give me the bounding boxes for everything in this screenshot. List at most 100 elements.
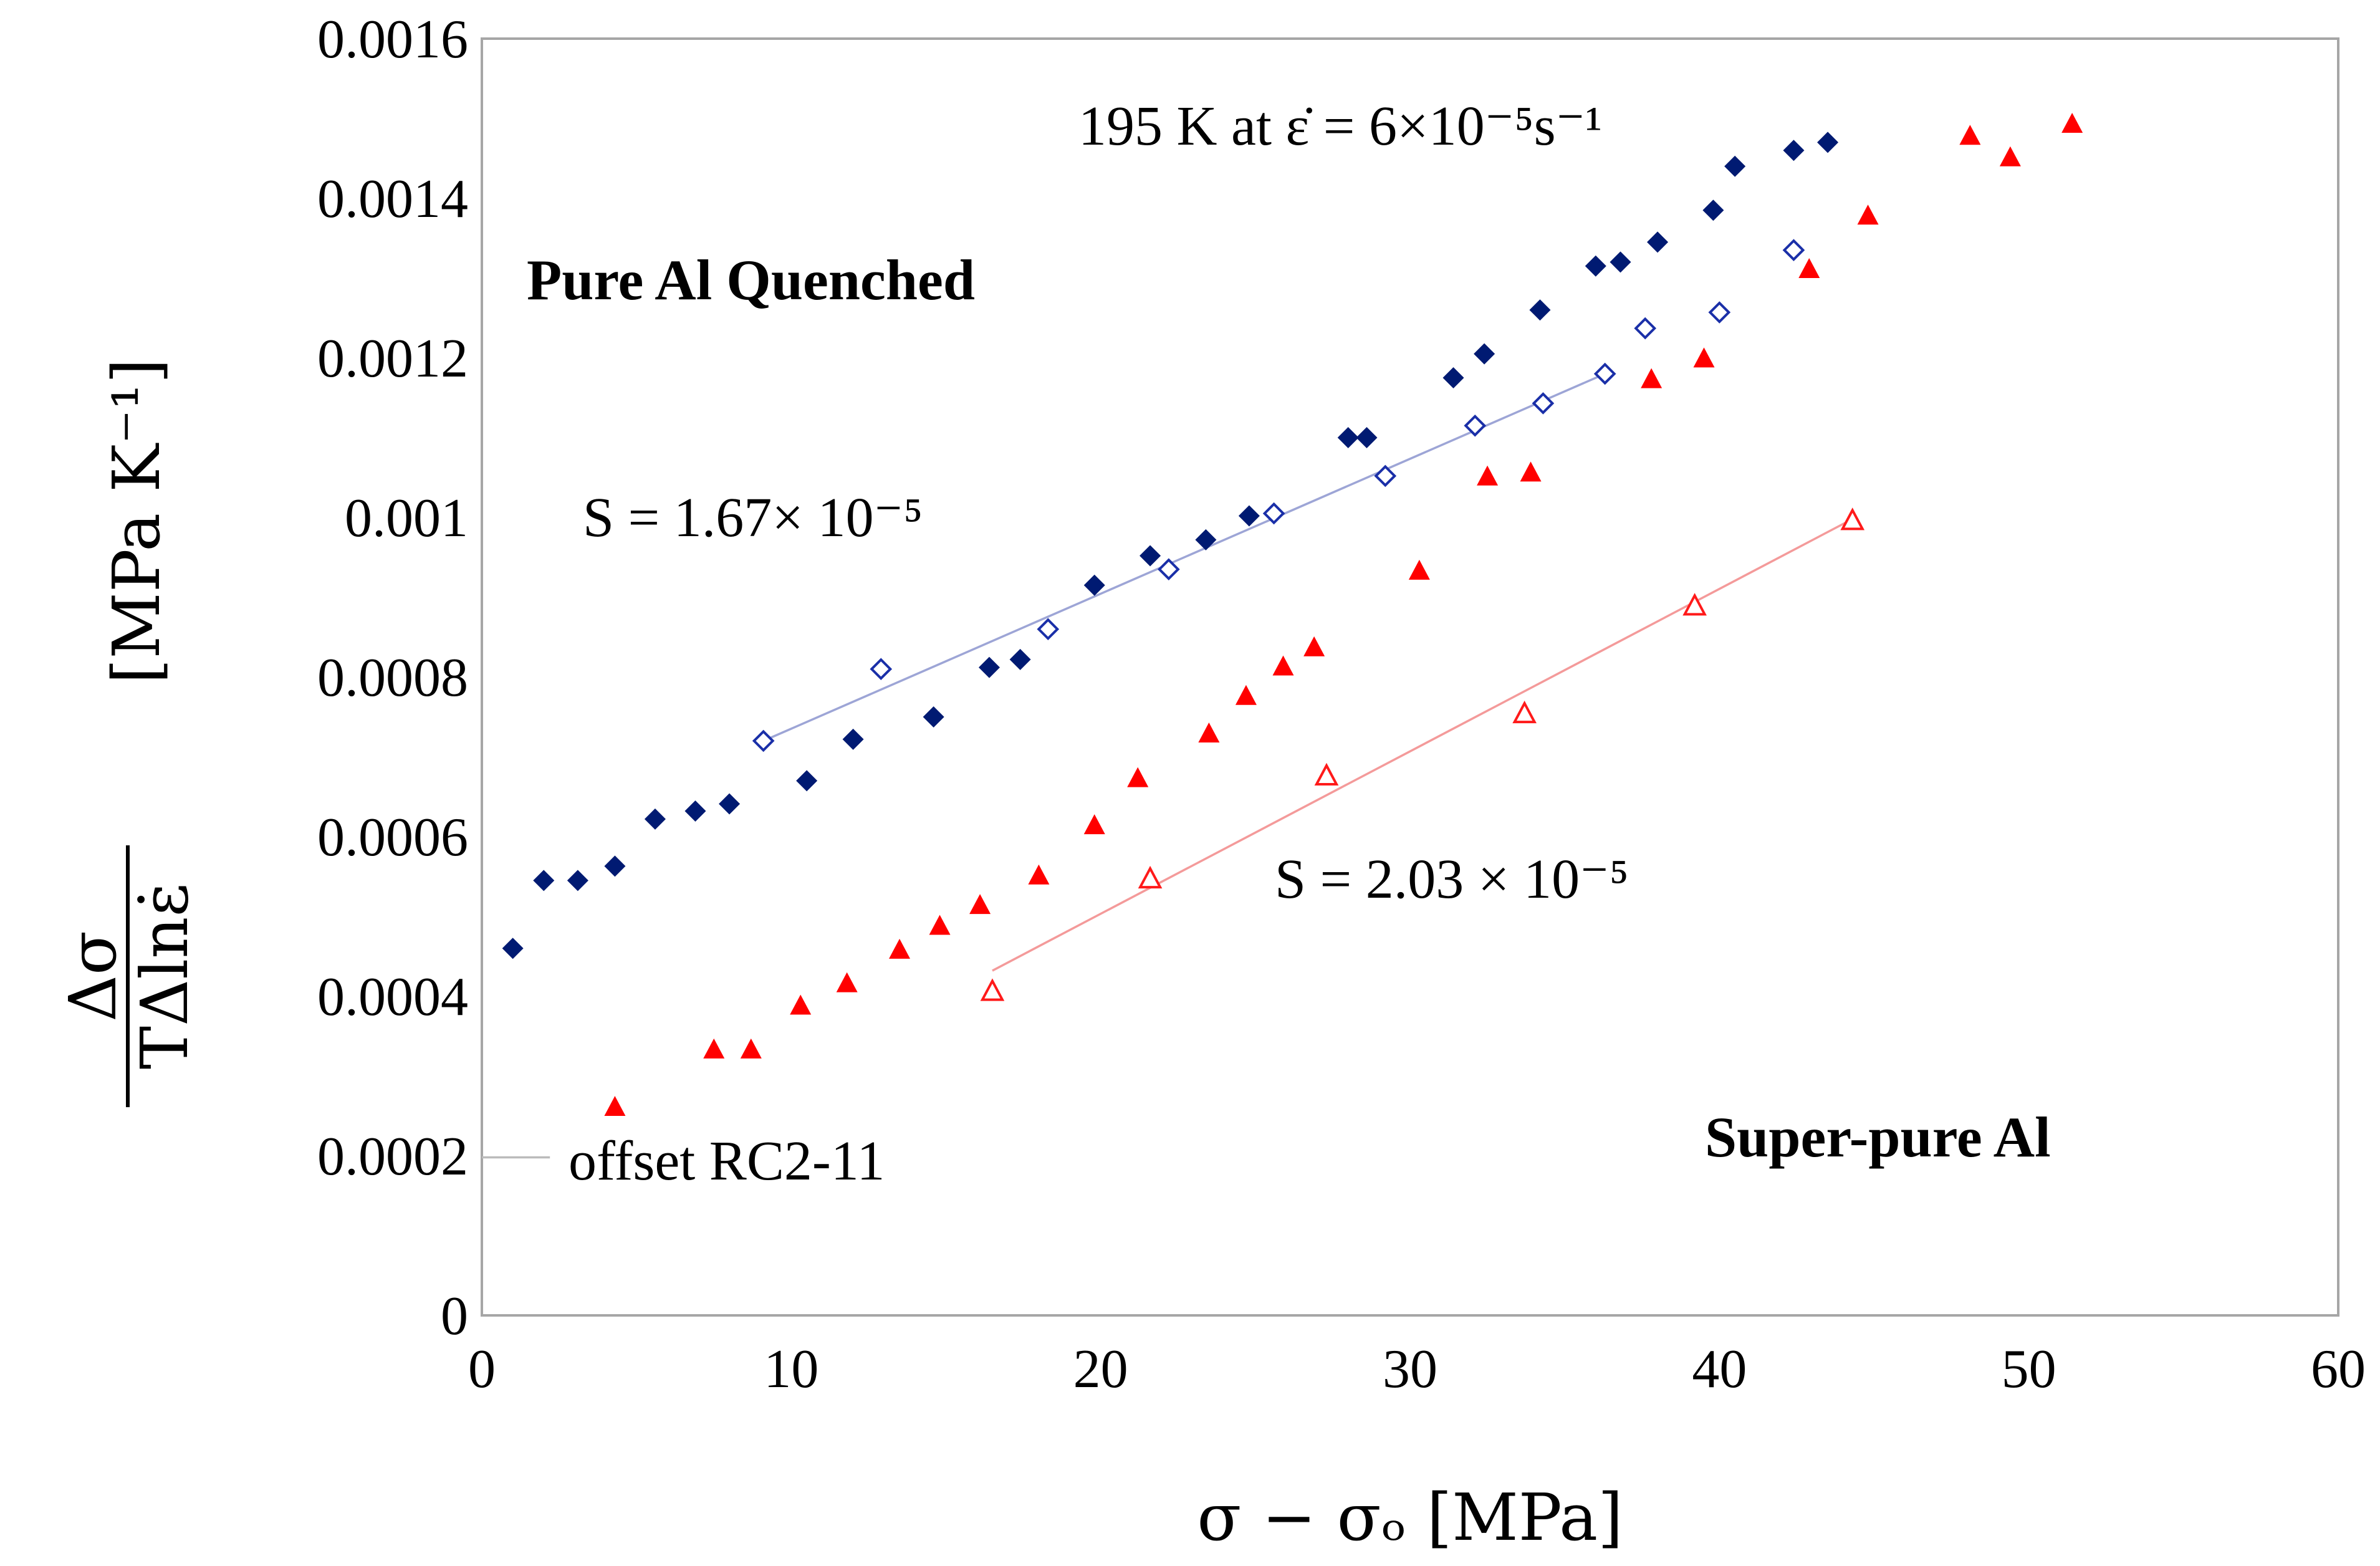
filled-triangle-point [1083, 814, 1105, 835]
x-tick-label: 40 [1692, 1339, 1747, 1400]
filled-diamond-point [923, 706, 944, 728]
filled-diamond-point [1009, 648, 1031, 670]
filled-triangle-point [1272, 655, 1294, 676]
filled-diamond-point [1529, 299, 1551, 321]
axis-ticks: 0 10 20 30 40 50 60 0 0.0002 0.0004 0.0006 0.0008 0.… [317, 9, 2366, 1400]
filled-diamond-point [1702, 199, 1724, 221]
x-tick-label: 20 [1073, 1339, 1128, 1400]
filled-diamond-point [1442, 367, 1464, 388]
x-tick-label: 60 [2311, 1339, 2366, 1400]
slope-super-label: S = 2.03 × 10⁻⁵ [1275, 848, 1629, 910]
x-axis-label: σ − σₒ [MPa] [1197, 1479, 1623, 1555]
filled-triangle-point [1999, 146, 2021, 166]
open-diamond-point [1634, 317, 1657, 340]
open-triangle-point [1682, 593, 1707, 616]
slope-pure-label: S = 1.67× 10⁻⁵ [583, 487, 923, 549]
filled-triangle-point [604, 1096, 626, 1116]
filled-diamond-point [1195, 529, 1217, 550]
y-axis-units: [MPa K⁻¹] [98, 358, 175, 684]
y-tick-label: 0.0006 [317, 807, 468, 868]
x-tick-label: 30 [1383, 1339, 1437, 1400]
x-tick-label: 0 [468, 1339, 496, 1400]
x-tick-label: 50 [2002, 1339, 2056, 1400]
y-tick-label: 0.0016 [317, 9, 468, 70]
open-triangle-point [1138, 865, 1163, 889]
fit-line [762, 372, 1606, 742]
filled-diamond-point [604, 855, 626, 877]
filled-diamond-point [1140, 545, 1161, 567]
filled-diamond-point [796, 770, 818, 792]
y-tick-label: 0.0014 [317, 169, 468, 229]
filled-diamond-point [567, 870, 588, 891]
open-diamond-point [1532, 392, 1555, 415]
filled-diamond-point [1474, 343, 1495, 365]
filled-triangle-point [929, 915, 951, 935]
filled-triangle-point [1477, 465, 1499, 486]
open-diamond-point [1158, 558, 1180, 581]
filled-triangle-point [1857, 204, 1879, 225]
filled-diamond-point [1083, 574, 1105, 596]
filled-triangle-point [703, 1038, 725, 1059]
temperature-strain-rate-label: 195 K at ε̇ = 6×10⁻⁵s⁻¹ [1078, 95, 1602, 157]
open-diamond-point [870, 658, 893, 681]
filled-diamond-point [1724, 155, 1746, 177]
open-diamond-point [1593, 362, 1616, 385]
filled-diamond-point [1817, 132, 1839, 153]
filled-triangle-point [2061, 113, 2083, 133]
filled-diamond-point [1783, 140, 1805, 161]
open-diamond-point [1782, 239, 1805, 262]
open-diamond-point [752, 729, 775, 752]
fit-lines [482, 372, 1853, 1159]
filled-diamond-point [719, 793, 741, 815]
filled-triangle-point [1235, 685, 1257, 705]
open-triangle-point [1840, 507, 1865, 531]
filled-diamond-point [842, 728, 864, 750]
filled-triangle-point [1693, 347, 1715, 368]
filled-triangle-point [1198, 722, 1220, 742]
y-tick-label: 0.0004 [317, 967, 468, 1027]
plot-area [481, 37, 2339, 1317]
filled-diamond-point [502, 938, 524, 959]
open-diamond-point [1464, 414, 1487, 437]
open-triangle-point [1314, 762, 1339, 785]
fit-line [992, 518, 1853, 972]
offset-label: offset RC2-11 [569, 1130, 885, 1192]
filled-diamond-point [1356, 427, 1378, 448]
y-tick-label: 0.001 [345, 488, 468, 549]
y-axis-label: Δσ TΔlnε̇ [MPa K⁻¹] [55, 358, 203, 1107]
filled-triangle-point [1303, 636, 1325, 656]
filled-diamond-point [1585, 255, 1606, 277]
filled-diamond-point [1647, 231, 1669, 253]
filled-diamond-point [1238, 505, 1260, 527]
filled-triangle-point [969, 894, 991, 915]
data-markers [502, 113, 2083, 1116]
y-tick-label: 0 [441, 1286, 468, 1347]
filled-triangle-point [1641, 368, 1663, 388]
filled-triangle-point [1959, 125, 1981, 145]
filled-diamond-point [1610, 251, 1631, 273]
open-triangle-point [980, 978, 1005, 1001]
filled-diamond-point [978, 656, 1000, 678]
filled-triangle-point [889, 938, 911, 959]
filled-triangle-point [1028, 864, 1050, 885]
filled-triangle-point [740, 1038, 762, 1059]
filled-triangle-point [1408, 559, 1430, 580]
filled-diamond-point [644, 808, 666, 830]
filled-triangle-point [1520, 461, 1542, 482]
filled-triangle-point [836, 972, 858, 992]
x-tick-label: 10 [764, 1339, 818, 1400]
open-triangle-point [1512, 700, 1537, 724]
open-diamond-point [1708, 301, 1731, 324]
filled-diamond-point [1337, 427, 1359, 448]
filled-diamond-point [684, 800, 706, 822]
open-diamond-point [1037, 618, 1060, 641]
y-axis-numerator: Δσ [55, 931, 131, 1022]
super-pure-al-label: Super-pure Al [1705, 1105, 2051, 1169]
open-diamond-point [1374, 464, 1397, 488]
y-tick-label: 0.0002 [317, 1126, 468, 1187]
open-diamond-point [1262, 502, 1285, 525]
filled-diamond-point [533, 870, 555, 891]
y-tick-label: 0.0008 [317, 648, 468, 708]
filled-triangle-point [790, 994, 812, 1015]
